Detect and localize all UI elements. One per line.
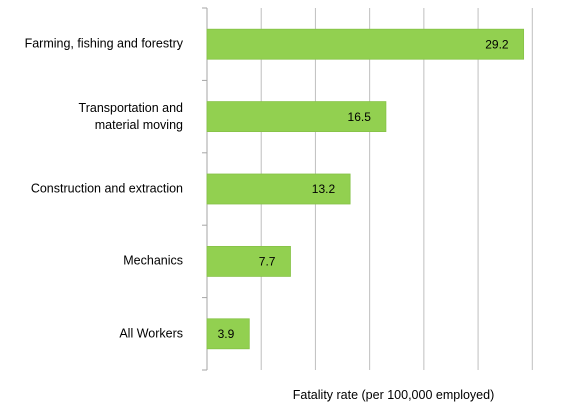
y-tick-label: Construction and extraction (30, 181, 183, 196)
y-tick-label: All Workers (119, 326, 183, 341)
bar (206, 173, 351, 205)
bar (206, 318, 250, 350)
data-label: 13.2 (312, 182, 336, 196)
bar (206, 245, 291, 277)
y-tick-label: Farming, fishing and forestry (24, 36, 183, 51)
data-label: 7.7 (259, 255, 276, 269)
bar (206, 101, 387, 132)
x-axis-title: Fatality rate (per 100,000 employed) (292, 388, 495, 402)
bar (206, 28, 525, 60)
data-label: 16.5 (348, 110, 372, 124)
data-label: 3.9 (218, 327, 235, 341)
y-tick-label: Mechanics (123, 253, 183, 268)
data-label: 29.2 (485, 37, 509, 51)
y-tick-label: Transportation and material moving (78, 100, 183, 132)
